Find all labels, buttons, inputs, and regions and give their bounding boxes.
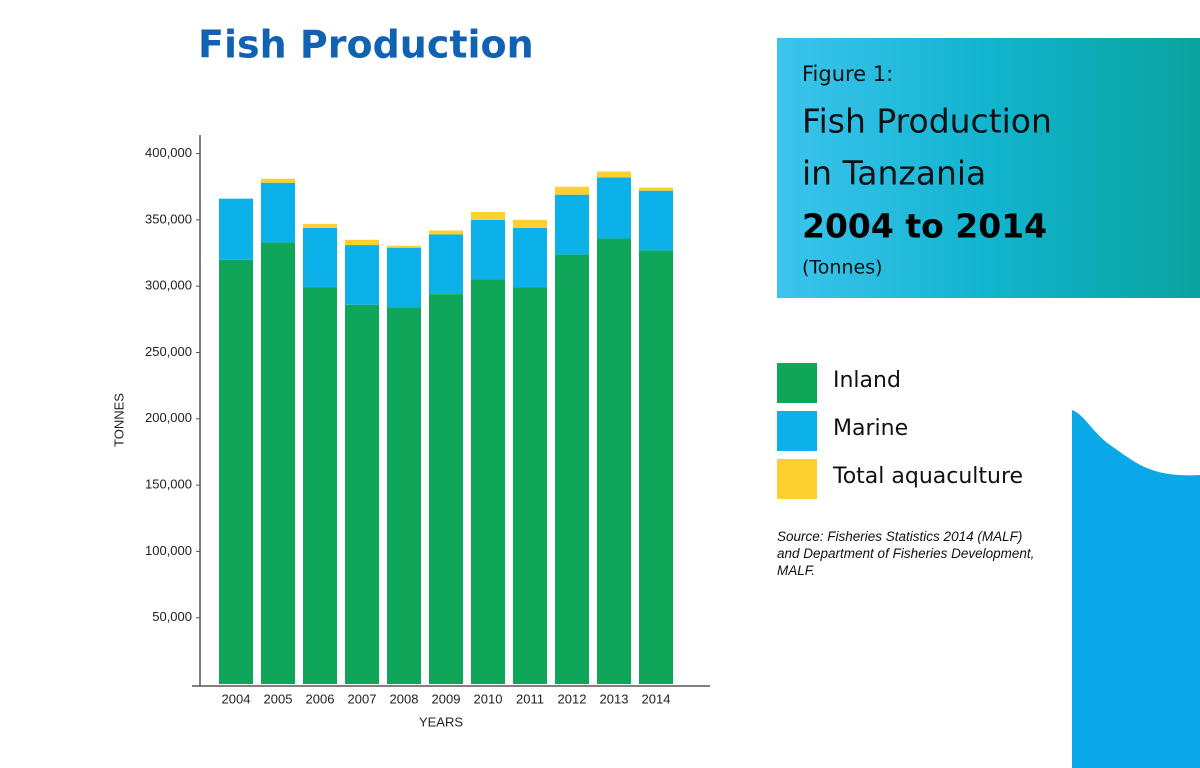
bar-segment: [303, 223, 337, 228]
x-tick-label: 2012: [558, 691, 587, 706]
bar-segment: [471, 279, 505, 684]
bar-segment: [429, 230, 463, 235]
panel-title: Fish Production: [802, 102, 1052, 141]
bar-segment: [303, 227, 337, 288]
figure-label: Figure 1:: [802, 62, 893, 86]
bar-segment: [513, 227, 547, 288]
y-tick-label: 400,000: [145, 145, 192, 160]
bar-segment: [555, 254, 589, 684]
x-tick-label: 2005: [264, 691, 293, 706]
x-tick-label: 2014: [642, 691, 671, 706]
x-tick-label: 2008: [390, 691, 419, 706]
bar-segment: [639, 250, 673, 684]
legend-label: Marine: [833, 416, 908, 441]
x-tick-label: 2006: [306, 691, 335, 706]
legend-label: Inland: [833, 368, 901, 393]
bar-segment: [597, 171, 631, 178]
bar-segment: [261, 182, 295, 243]
panel-years: 2004 to 2014: [802, 207, 1047, 246]
wave-decoration: [1072, 410, 1200, 768]
chart-title: Fish Production: [198, 23, 534, 67]
x-tick-label: 2007: [348, 691, 377, 706]
bar-segment: [429, 294, 463, 684]
bar-segment: [513, 219, 547, 228]
legend-swatch: [777, 363, 817, 403]
source-note: Source: Fisheries Statistics 2014 (MALF)…: [777, 529, 1035, 578]
bar-segment: [303, 287, 337, 684]
bar-segment: [261, 178, 295, 183]
y-axis-label: TONNES: [111, 393, 126, 447]
legend-label: Total aquaculture: [832, 464, 1023, 489]
bar-segment: [513, 287, 547, 684]
bar-segment: [597, 177, 631, 239]
bar-segment: [639, 187, 673, 191]
x-tick-label: 2009: [432, 691, 461, 706]
bar-segment: [219, 198, 253, 260]
bar-segment: [555, 186, 589, 195]
bar-segment: [387, 245, 421, 248]
bar-segment: [597, 238, 631, 684]
x-tick-label: 2004: [222, 691, 251, 706]
y-tick-label: 100,000: [145, 543, 192, 558]
x-tick-label: 2013: [600, 691, 629, 706]
bar-segment: [387, 307, 421, 684]
bar-segment: [219, 259, 253, 684]
bar-segment: [471, 211, 505, 220]
figure-panel: [777, 38, 1200, 298]
bar-segment: [429, 234, 463, 295]
legend-swatch: [777, 411, 817, 451]
y-tick-label: 350,000: [145, 211, 192, 226]
panel-title: in Tanzania: [802, 154, 986, 193]
bar-segment: [345, 304, 379, 684]
x-tick-label: 2010: [474, 691, 503, 706]
y-tick-label: 50,000: [152, 609, 192, 624]
bar-segment: [345, 239, 379, 246]
y-tick-label: 200,000: [145, 410, 192, 425]
bar-segment: [471, 219, 505, 280]
panel-unit: (Tonnes): [802, 257, 883, 279]
y-tick-label: 300,000: [145, 278, 192, 293]
bar-segment: [555, 194, 589, 255]
legend-swatch: [777, 459, 817, 499]
bar-segment: [345, 245, 379, 305]
x-tick-label: 2011: [516, 691, 544, 706]
y-tick-label: 150,000: [145, 477, 192, 492]
bar-segment: [639, 190, 673, 251]
bar-segment: [387, 247, 421, 308]
y-tick-label: 250,000: [145, 344, 192, 359]
bar-segment: [261, 242, 295, 685]
x-axis-label: YEARS: [419, 714, 463, 729]
